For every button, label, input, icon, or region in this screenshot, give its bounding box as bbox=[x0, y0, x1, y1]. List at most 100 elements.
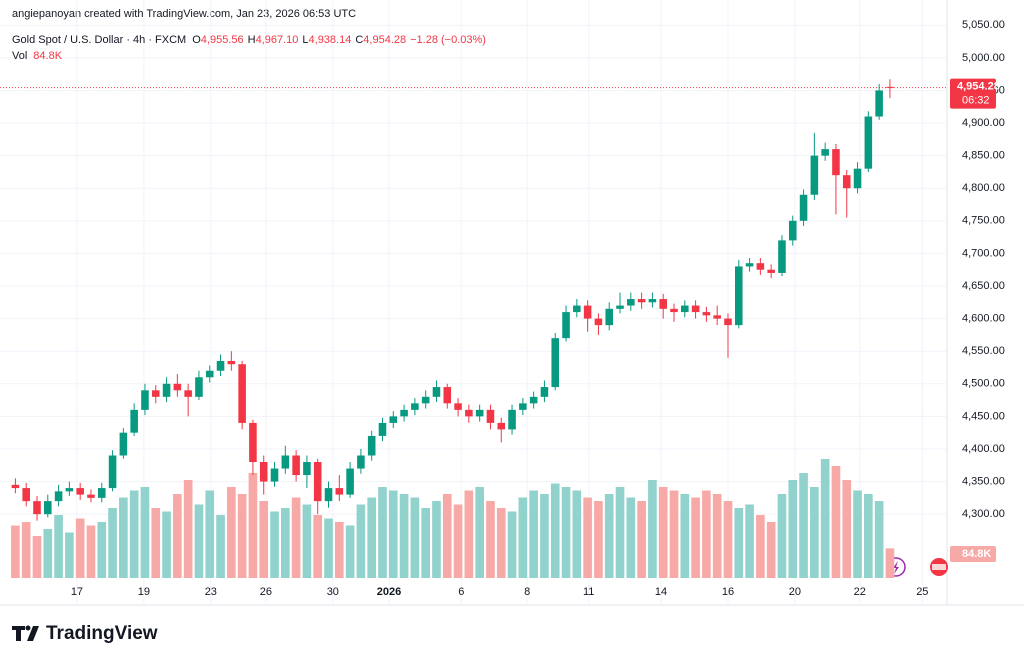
volume-bar bbox=[388, 490, 398, 578]
ohlc-value: 4,938.14 bbox=[309, 34, 352, 46]
candle-body bbox=[130, 409, 138, 433]
volume-bar bbox=[442, 494, 452, 578]
volume-bar bbox=[75, 518, 85, 578]
volume-bar bbox=[21, 522, 31, 578]
candle-body bbox=[249, 422, 257, 463]
x-tick-label: 6 bbox=[458, 586, 464, 598]
candle-body bbox=[475, 409, 484, 417]
volume-bar bbox=[550, 483, 560, 578]
candle-body bbox=[605, 308, 613, 326]
volume-bar bbox=[766, 522, 776, 578]
country-flag bbox=[932, 564, 946, 570]
candle-body bbox=[681, 305, 689, 313]
volume-bar bbox=[248, 473, 258, 578]
volume-bar bbox=[324, 518, 333, 578]
candle-body bbox=[756, 263, 765, 270]
candle-body bbox=[65, 488, 74, 492]
candle-body bbox=[421, 396, 430, 404]
volume-bar bbox=[831, 466, 841, 578]
candle-body bbox=[508, 409, 516, 430]
legend-line: Gold Spot / U.S. Dollar · 4h · FXCM O4,95… bbox=[12, 34, 486, 46]
volume-bar bbox=[691, 497, 700, 578]
y-tick-label: 4,300.00 bbox=[962, 508, 1005, 520]
ohlc-prefix: L bbox=[302, 34, 308, 46]
volume-bar bbox=[669, 490, 679, 578]
volume-bar bbox=[853, 490, 862, 578]
candle-body bbox=[594, 318, 603, 326]
candle-body bbox=[270, 468, 279, 482]
candle-body bbox=[335, 488, 344, 495]
y-tick-label: 4,750.00 bbox=[962, 215, 1005, 227]
volume-bar bbox=[140, 487, 150, 578]
candle-body bbox=[454, 403, 462, 410]
candle-body bbox=[540, 387, 549, 397]
volume-bar bbox=[313, 515, 323, 578]
volume-bar bbox=[334, 522, 344, 578]
volume-bar bbox=[194, 504, 204, 578]
volume-bar bbox=[216, 515, 225, 578]
candle-body bbox=[659, 299, 667, 309]
candle-body bbox=[151, 390, 160, 397]
candle-body bbox=[367, 435, 376, 456]
volume-bar bbox=[270, 511, 279, 578]
volume-bar bbox=[799, 473, 808, 578]
volume-bar bbox=[864, 494, 873, 578]
volume-bar bbox=[291, 497, 301, 578]
candle-body bbox=[486, 409, 495, 423]
candle-body bbox=[562, 312, 570, 339]
candle-body bbox=[821, 149, 829, 156]
logo-dot bbox=[25, 625, 31, 631]
volume-bar bbox=[810, 487, 819, 578]
candle-body bbox=[54, 491, 63, 502]
candle-body bbox=[432, 387, 441, 397]
volume-bar bbox=[97, 522, 107, 578]
candle-body bbox=[443, 387, 452, 404]
volume-bar bbox=[421, 508, 430, 578]
candle-body bbox=[627, 299, 635, 306]
ohlc-value: 4,967.10 bbox=[256, 34, 299, 46]
volume-bar bbox=[842, 480, 852, 578]
ohlc-value: 4,955.56 bbox=[201, 34, 244, 46]
candle-body bbox=[259, 462, 268, 482]
candle-body bbox=[87, 494, 95, 498]
candle-body bbox=[22, 488, 30, 502]
volume-bar bbox=[637, 501, 646, 578]
x-tick-label: 26 bbox=[260, 586, 272, 598]
y-tick-label: 4,500.00 bbox=[962, 378, 1005, 390]
volume-bar bbox=[237, 494, 247, 578]
ohlc-prefix: H bbox=[248, 34, 256, 46]
last-price-label: 4,954.28 bbox=[957, 81, 1000, 93]
volume-bar bbox=[788, 480, 798, 578]
volume-bar bbox=[572, 490, 582, 578]
x-tick-label: 11 bbox=[583, 586, 594, 598]
volume-bar bbox=[583, 497, 592, 578]
y-tick-label: 5,000.00 bbox=[962, 52, 1005, 64]
volume-bar bbox=[108, 508, 117, 578]
volume-bar bbox=[464, 490, 474, 578]
volume-bar bbox=[356, 504, 366, 578]
volume-bar bbox=[259, 501, 269, 578]
candle-body bbox=[886, 86, 894, 88]
candle-body bbox=[713, 315, 721, 319]
candle-body bbox=[497, 422, 506, 430]
candle-body bbox=[583, 305, 592, 319]
volume-bar bbox=[604, 494, 614, 578]
candle-body bbox=[11, 484, 20, 489]
change-value: −1.28 (−0.03%) bbox=[410, 34, 486, 46]
volume-legend: Vol 84.8K bbox=[12, 50, 63, 62]
y-tick-label: 4,800.00 bbox=[962, 182, 1005, 194]
x-tick-label: 16 bbox=[722, 586, 734, 598]
candle-body bbox=[519, 403, 527, 410]
candle-body bbox=[832, 149, 840, 176]
candle-body bbox=[346, 468, 354, 495]
volume-bar bbox=[151, 508, 161, 578]
last-price-box bbox=[950, 78, 996, 109]
volume-bar bbox=[43, 529, 53, 578]
candle-body bbox=[799, 194, 808, 221]
candle-body bbox=[648, 299, 657, 303]
x-tick-label: 2026 bbox=[377, 586, 401, 598]
candle-body bbox=[724, 318, 732, 326]
volume-bar bbox=[410, 497, 420, 578]
volume-bar bbox=[173, 494, 182, 578]
candle-body bbox=[745, 263, 754, 267]
